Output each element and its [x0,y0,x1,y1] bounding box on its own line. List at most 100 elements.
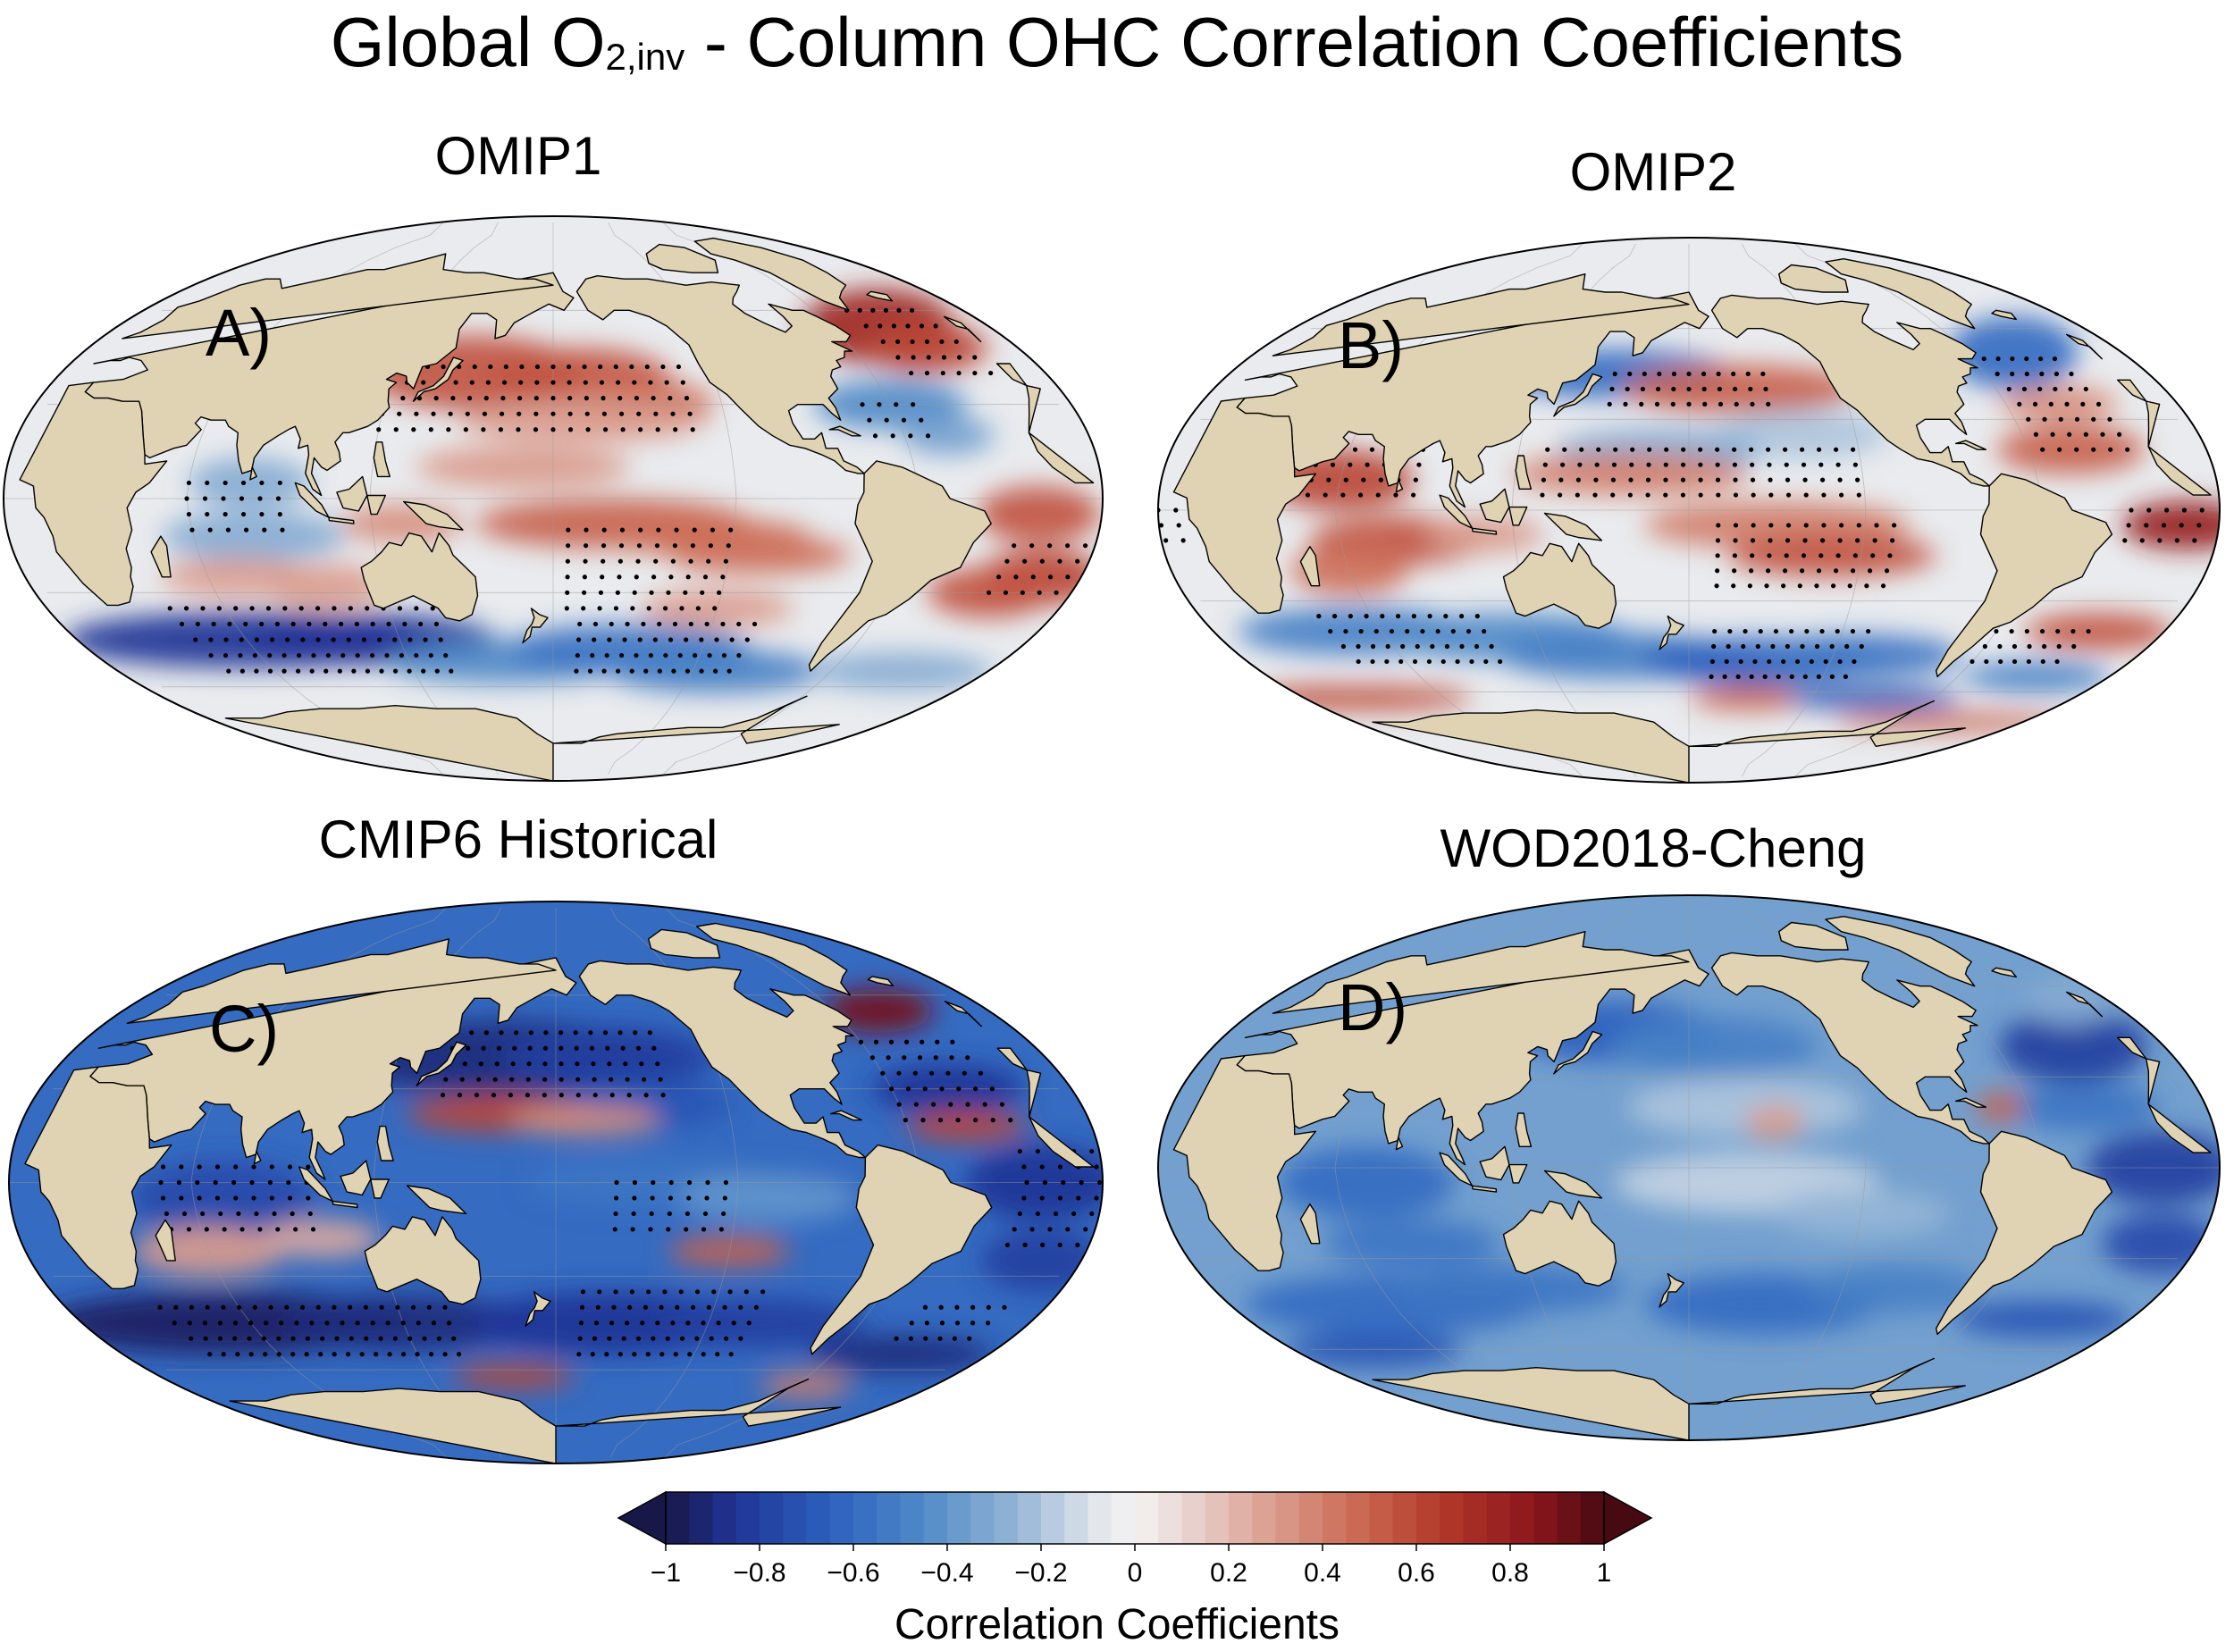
field-patch [1745,1103,1805,1141]
field-patch [265,564,388,608]
colorbar-tick-label: −0.2 [1014,1558,1067,1588]
panel-label-c: C) [209,992,279,1066]
colorbar-segment [1416,1492,1440,1544]
land-java [1471,527,1498,535]
colorbar-segment [900,1492,925,1544]
land-greenland [695,922,852,996]
land-africa [19,382,168,607]
land-antarctica [224,705,554,781]
land-japan [1553,1030,1603,1075]
land-africa [1028,432,1095,484]
land-sulawesi [1508,1163,1528,1184]
colorbar-segment [1298,1492,1323,1544]
land-antarctica [1372,1367,1690,1440]
field-patch [905,1111,1028,1143]
panel-title-d: WOD2018-Cheng [1440,818,1867,878]
land-australia [360,532,479,622]
colorbar-segment [853,1492,878,1544]
colorbar-segment [1181,1492,1206,1544]
land-madagascar [1299,1203,1321,1245]
colorbar-tick-label: −0.6 [827,1558,879,1588]
colorbar-tick-label: 0 [1128,1558,1143,1588]
field-patch [810,1335,994,1373]
land-japan [1553,373,1603,417]
land-iceland [867,976,894,987]
land-africa [24,1066,172,1289]
field-patch [1391,1264,1628,1313]
land-japan [412,356,464,402]
land-arcticIslands [645,243,719,273]
land-newZealand [1659,615,1684,650]
land-africa [1029,1116,1095,1168]
colorbar-segment [1229,1492,1253,1544]
land-japan [416,1041,467,1086]
land-australia [1502,542,1617,629]
land-britain [944,1001,982,1027]
panel-title-b: OMIP2 [1569,142,1737,202]
colorbar-segment [1346,1492,1370,1544]
map-frame [1157,237,2221,784]
field-patch [1805,1264,1983,1313]
figure-title: Global O2,inv - Column OHC Correlation C… [330,3,1904,81]
land-sulawesi [366,494,386,516]
land-northAmerica [578,960,867,1159]
land-africa [2147,1103,2212,1153]
land-britain [2066,333,2103,360]
land-cuba [828,425,861,437]
panel-title-c: CMIP6 Historical [318,809,718,869]
land-philippines [373,441,391,478]
land-antarctica [1372,709,1690,783]
land-newGuinea [406,1185,467,1215]
colorbar-segment [1158,1492,1182,1544]
colorbar-segment [1017,1492,1042,1544]
land-newZealand [522,608,549,644]
field-patch [1947,316,2079,390]
field-patch [2025,977,2114,1026]
colorbar-segment [783,1492,807,1544]
field-patch [1323,1219,1500,1268]
land-iceland [1991,309,2017,321]
colorbar-tick-label: 0.2 [1210,1558,1247,1588]
field-patch [1999,1010,2147,1084]
field-patch [652,1297,866,1348]
field-patch [132,1161,315,1236]
colorbar-segment [735,1492,760,1544]
land-africa [2147,446,2212,496]
field-patch [1961,661,2110,692]
land-madagascar [155,1219,176,1262]
land-northAmerica [575,275,865,474]
land-sriLanka [1395,479,1404,493]
land-asiaEurope [2116,379,2147,402]
colorbar-segment [829,1492,854,1544]
land-arcticIslands [1778,264,1849,293]
field-patch [1622,365,1859,414]
land-asiaEurope [122,253,554,340]
field-patch [1996,425,2145,474]
colorbar-segment [666,1492,690,1544]
colorbar-segment [1533,1492,1558,1544]
land-australia [1502,1200,1617,1287]
field-patch [452,1363,575,1389]
land-newGuinea [1543,512,1603,541]
field-patch [1425,516,1544,553]
land-masses [1172,258,2212,783]
field-patch [2025,613,2173,650]
field-patch [162,511,346,562]
colorbar-segment [1440,1492,1464,1544]
field-patch [824,988,934,1033]
colorbar-tick-label: −0.8 [733,1558,785,1588]
panel-c-map: C) [8,901,1104,1464]
field-patch [978,485,1100,543]
field-patch [1278,1146,1456,1220]
map-frame [8,901,1104,1464]
land-madagascar [1299,546,1321,587]
field-patch [1513,452,1750,496]
land-cuba [1954,1097,1987,1108]
land-northAmerica [1710,294,1990,487]
field-patch [903,416,995,455]
colorbar-segment [712,1492,737,1544]
land-java [1471,1185,1498,1193]
colorbar-tick-label: −0.4 [920,1558,973,1588]
field-patch [502,1026,716,1089]
panel-label-d: D) [1338,970,1407,1044]
